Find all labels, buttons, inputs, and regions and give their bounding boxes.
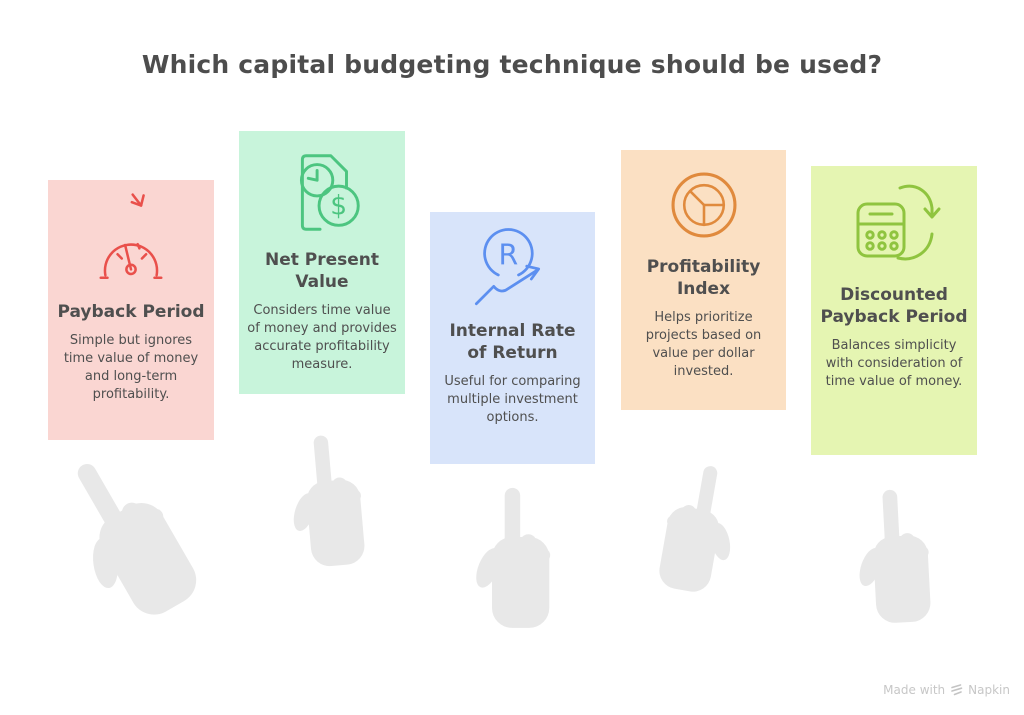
made-with-label: Made with [883,683,946,697]
card-description: Balances simplicity with consideration o… [825,338,963,390]
pointing-up-hand-icon [462,478,562,636]
page-title: Which capital budgeting technique should… [141,50,883,79]
card-title: Discounted Payback Period [820,285,968,328]
card-description: Simple but ignores time value of money a… [63,333,199,402]
card-payback-period: Payback Period Simple but ignores time v… [48,180,214,440]
pointing-up-hand-icon [21,428,225,647]
napkin-logo-icon [951,684,963,696]
pointing-up-hand-icon [631,453,770,603]
card-discounted-payback-period: Discounted Payback Period Balances simpl… [811,166,977,455]
card-profitability-index: Profitability Index Helps prioritize pro… [621,150,786,410]
calculator-cycle-arrows-icon [844,178,944,276]
speedometer-gauge-with-down-arrow-icon [89,192,173,293]
card-title: Payback Period [57,302,205,322]
card-title: Net Present Value [264,250,380,293]
brand-label: Napkin [968,683,1010,697]
card-net-present-value: $ Net Present Value Considers time value… [239,131,405,394]
card-title: Internal Rate of Return [449,321,576,364]
pointing-up-hand-icon [841,481,943,631]
svg-text:$: $ [330,191,347,222]
made-with-napkin-credit: Made with Napkin [883,683,1010,697]
card-description: Considers time value of money and provid… [247,303,397,372]
svg-text:R: R [498,238,518,271]
document-clock-dollar-icon: $ [273,143,371,241]
card-description: Helps prioritize projects based on value… [645,310,762,379]
card-internal-rate-of-return: R Internal Rate of Return Useful for com… [430,212,595,464]
r-circle-trend-arrow-icon: R [467,224,559,312]
card-title: Profitability Index [646,257,761,300]
card-description: Useful for comparing multiple investment… [444,374,581,426]
pie-chart-circle-icon [661,162,747,248]
pointing-up-hand-icon [272,428,378,572]
